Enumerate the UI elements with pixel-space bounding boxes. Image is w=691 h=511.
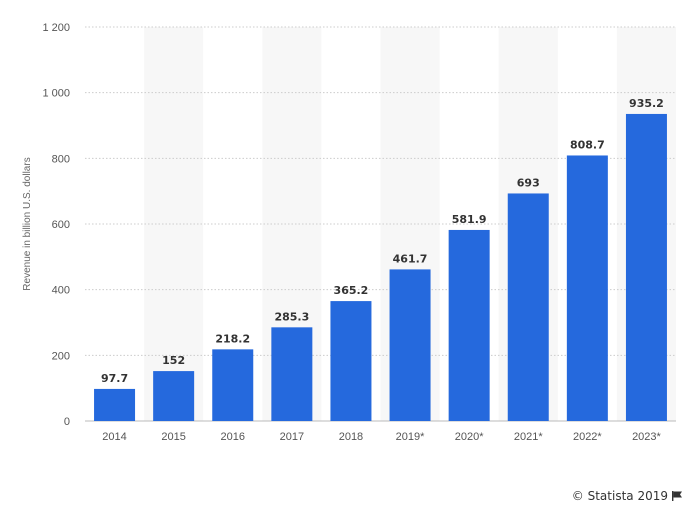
bar-value-labels: 97.7 152 218.2 285.3 365.2 461.7 581.9 693 808.7… (101, 97, 664, 385)
bar-value-label: 218.2 (215, 332, 250, 345)
bar-chart: 0 200 400 600 800 1 000 1 200 97.7 152 218.2 285.… (22, 22, 676, 443)
credit-text: © Statista 2019 (571, 489, 668, 503)
bar-value-label: 97.7 (101, 372, 128, 385)
bar[interactable] (330, 301, 372, 421)
bar[interactable] (212, 349, 254, 421)
y-axis-label: Revenue in billion U.S. dollars (22, 157, 33, 290)
bar-value-label: 152 (162, 354, 185, 367)
bar-value-label: 808.7 (570, 138, 605, 151)
x-tick-label: 2019* (396, 431, 425, 443)
y-axis-ticks: 0 200 400 600 800 1 000 1 200 (42, 22, 70, 428)
x-tick-label: 2017 (280, 431, 304, 443)
bar-value-label: 285.3 (274, 310, 309, 323)
x-tick-label: 2015 (161, 431, 185, 443)
y-tick-label: 0 (64, 416, 70, 428)
bar[interactable] (94, 388, 136, 421)
bars (94, 113, 667, 422)
bar[interactable] (566, 155, 608, 421)
bar[interactable] (271, 327, 313, 421)
bar[interactable] (153, 371, 195, 421)
y-tick-label: 200 (52, 350, 70, 362)
x-tick-label: 2021* (514, 431, 543, 443)
x-tick-label: 2018 (339, 431, 363, 443)
flag-icon (672, 491, 682, 501)
y-tick-label: 800 (52, 153, 70, 165)
bar-value-label: 365.2 (334, 284, 369, 297)
bar-value-label: 581.9 (452, 213, 487, 226)
bar-value-label: 461.7 (393, 252, 428, 265)
x-axis-ticks: 2014 2015 2016 2017 2018 2019* 2020* 2021* 2022*… (102, 431, 661, 443)
bar-value-label: 693 (517, 176, 540, 189)
x-tick-label: 2023* (632, 431, 661, 443)
gridlines (85, 26, 676, 422)
statista-credit[interactable]: © Statista 2019 (572, 489, 683, 503)
bar[interactable] (507, 193, 549, 421)
bar[interactable] (389, 269, 431, 421)
x-tick-label: 2016 (221, 431, 245, 443)
bar[interactable] (448, 229, 490, 421)
x-tick-label: 2020* (455, 431, 484, 443)
y-tick-label: 600 (52, 219, 70, 231)
bar[interactable] (625, 113, 667, 422)
y-tick-label: 400 (52, 285, 70, 297)
bar-value-label: 935.2 (629, 97, 664, 110)
y-tick-label: 1 000 (42, 88, 70, 100)
x-tick-label: 2022* (573, 431, 602, 443)
x-tick-label: 2014 (102, 431, 126, 443)
y-tick-label: 1 200 (42, 22, 70, 34)
